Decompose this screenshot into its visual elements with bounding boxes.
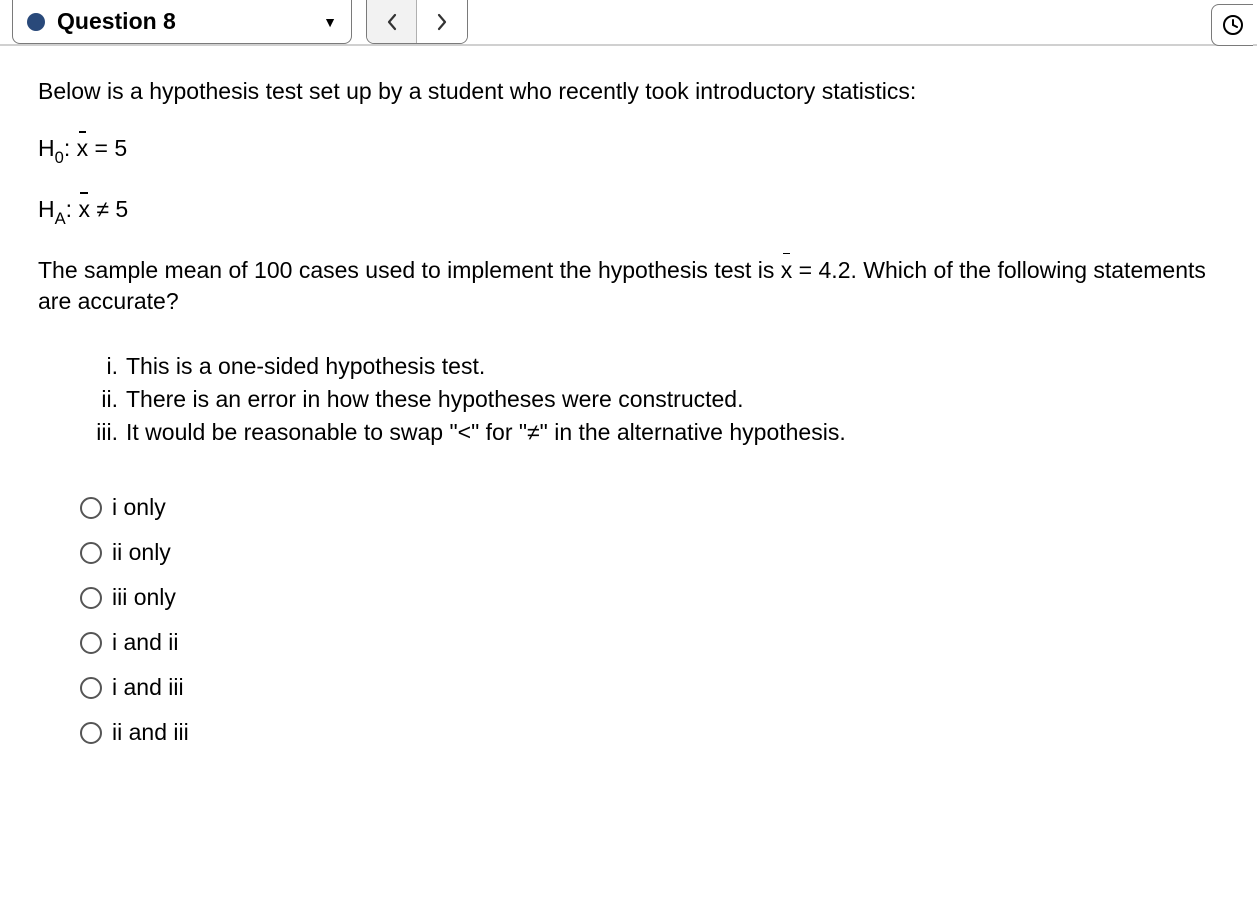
- question-label: Question 8: [57, 8, 176, 35]
- option-label: ii and iii: [112, 717, 189, 748]
- option-label: i only: [112, 492, 166, 523]
- prev-button[interactable]: [367, 0, 417, 43]
- statement-text: It would be reasonable to swap "<" for "…: [126, 417, 846, 448]
- top-bar: Question 8 ▼: [0, 0, 1257, 46]
- radio-icon: [80, 542, 102, 564]
- statement-num: ii.: [80, 384, 118, 415]
- radio-icon: [80, 722, 102, 744]
- statement-row: ii. There is an error in how these hypot…: [80, 384, 1219, 415]
- h0-sub: 0: [55, 148, 64, 167]
- option-label: i and iii: [112, 672, 184, 703]
- q-part1: The sample mean of 100 cases used to imp…: [38, 257, 781, 283]
- option-label: i and ii: [112, 627, 178, 658]
- answer-options: i only ii only iii only i and ii i and i…: [80, 492, 1219, 748]
- ha-h: H: [38, 196, 55, 222]
- question-content: Below is a hypothesis test set up by a s…: [0, 46, 1257, 792]
- ha-xbar: x: [78, 194, 90, 225]
- radio-icon: [80, 632, 102, 654]
- question-text: The sample mean of 100 cases used to imp…: [38, 255, 1219, 317]
- option-row[interactable]: ii only: [80, 537, 1219, 568]
- dropdown-caret-icon: ▼: [323, 14, 337, 30]
- h0-colon: :: [64, 135, 77, 161]
- radio-icon: [80, 587, 102, 609]
- q-xbar: x: [781, 255, 793, 286]
- option-row[interactable]: i and iii: [80, 672, 1219, 703]
- statements-list: i. This is a one-sided hypothesis test. …: [80, 351, 1219, 448]
- nav-buttons: [366, 0, 468, 44]
- intro-text: Below is a hypothesis test set up by a s…: [38, 76, 1219, 107]
- ha-rest: ≠ 5: [90, 196, 128, 222]
- status-dot-icon: [27, 13, 45, 31]
- option-label: ii only: [112, 537, 171, 568]
- ha-sub: A: [55, 209, 66, 228]
- h0-h: H: [38, 135, 55, 161]
- chevron-right-icon: [435, 13, 449, 31]
- option-row[interactable]: iii only: [80, 582, 1219, 613]
- statement-num: iii.: [80, 417, 118, 448]
- statement-text: There is an error in how these hypothese…: [126, 384, 744, 415]
- h0-xbar: x: [77, 133, 89, 164]
- option-row[interactable]: i only: [80, 492, 1219, 523]
- radio-icon: [80, 677, 102, 699]
- statement-num: i.: [80, 351, 118, 382]
- question-selector[interactable]: Question 8 ▼: [12, 0, 352, 44]
- statement-row: i. This is a one-sided hypothesis test.: [80, 351, 1219, 382]
- h0-rest: = 5: [88, 135, 127, 161]
- alt-hypothesis: HA: x ≠ 5: [38, 194, 1219, 229]
- next-button[interactable]: [417, 0, 467, 43]
- question-selector-label-group: Question 8: [27, 8, 176, 35]
- timer-button[interactable]: [1211, 4, 1253, 46]
- statement-text: This is a one-sided hypothesis test.: [126, 351, 485, 382]
- option-row[interactable]: ii and iii: [80, 717, 1219, 748]
- ha-colon: :: [66, 196, 79, 222]
- option-row[interactable]: i and ii: [80, 627, 1219, 658]
- chevron-left-icon: [385, 13, 399, 31]
- clock-icon: [1221, 13, 1245, 37]
- statement-row: iii. It would be reasonable to swap "<" …: [80, 417, 1219, 448]
- null-hypothesis: H0: x = 5: [38, 133, 1219, 168]
- radio-icon: [80, 497, 102, 519]
- option-label: iii only: [112, 582, 176, 613]
